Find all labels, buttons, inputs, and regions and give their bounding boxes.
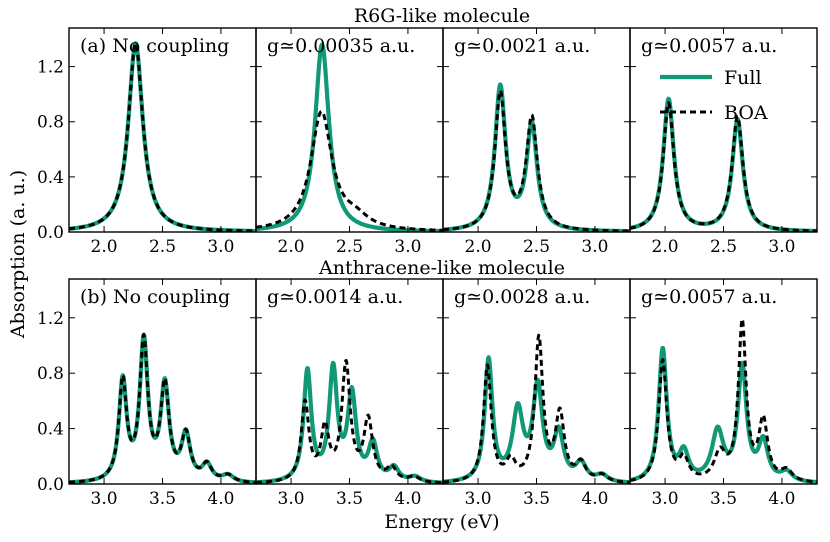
legend-boa-label: BOA xyxy=(724,102,768,124)
panel-r2-p3: 3.0 3.5 4.0 g≃0.0028 a.u. xyxy=(442,278,631,509)
x-tick-label: 2.0 xyxy=(278,237,305,257)
x-tick-label: 3.0 xyxy=(768,237,795,257)
y-tick-label: 0.0 xyxy=(37,475,64,495)
y-tick-label: 0.8 xyxy=(37,113,64,133)
x-tick-label: 2.0 xyxy=(465,237,492,257)
x-axis-label: Energy (eV) xyxy=(384,511,499,533)
series-boa-line xyxy=(630,317,817,484)
x-tick-label: 4.0 xyxy=(768,489,795,509)
series-full-line xyxy=(630,345,817,484)
x-tick-label: 3.0 xyxy=(278,489,305,509)
row-2-title: Anthracene-like molecule xyxy=(318,257,565,279)
x-tick-label: 4.0 xyxy=(581,489,608,509)
x-tick-label: 2.5 xyxy=(336,237,363,257)
panel-label: g≃0.0021 a.u. xyxy=(454,35,590,57)
panel-label: (a) No coupling xyxy=(80,35,229,57)
x-tick-label: 3.0 xyxy=(465,489,492,509)
x-tick-label: 3.5 xyxy=(149,489,176,509)
x-tick-label: 3.0 xyxy=(394,237,421,257)
panel-label: g≃0.0028 a.u. xyxy=(454,286,590,308)
y-tick-label: 0.0 xyxy=(37,223,64,243)
x-tick-label: 3.5 xyxy=(710,489,737,509)
x-tick-label: 3.0 xyxy=(91,489,118,509)
y-tick-label: 0.4 xyxy=(37,420,64,440)
panel-r1-p4: 2.0 2.5 3.0 g≃0.0057 a.u. xyxy=(629,27,818,257)
series-full-line xyxy=(69,332,256,484)
legend: Full BOA xyxy=(660,67,768,124)
y-tick-label: 1.2 xyxy=(37,58,64,78)
panel-r1-p2: 2.0 2.5 3.0 g≃0.00035 a.u. xyxy=(255,27,444,257)
panel-label: g≃0.00035 a.u. xyxy=(267,35,415,57)
series-boa-line xyxy=(443,333,630,484)
y-tick-label: 0.8 xyxy=(37,364,64,384)
y-tick-label: 0.4 xyxy=(37,168,64,188)
x-tick-label: 2.0 xyxy=(652,237,679,257)
series-boa-line xyxy=(443,89,630,232)
panel-r1-p1: 2.0 2.5 3.0 0.0 0.4 0.8 1.2 (a) No coupling xyxy=(37,27,257,257)
panel-r2-p2: 3.0 3.5 4.0 g≃0.0014 a.u. xyxy=(255,278,444,509)
series-boa-line xyxy=(256,359,443,484)
series-boa-line xyxy=(630,101,817,232)
x-tick-label: 2.5 xyxy=(523,237,550,257)
legend-full-label: Full xyxy=(724,67,762,89)
series-full-line xyxy=(69,41,256,232)
series-full-line xyxy=(256,42,443,232)
row-1-title: R6G-like molecule xyxy=(354,5,530,27)
panel-r2-p4: 3.0 3.5 4.0 g≃0.0057 a.u. xyxy=(629,278,818,509)
x-tick-label: 4.0 xyxy=(207,489,234,509)
panel-r2-p1: 3.0 3.5 4.0 0.0 0.4 0.8 1.2 (b) No coupling xyxy=(37,278,257,509)
y-tick-label: 1.2 xyxy=(37,309,64,329)
series-boa-line xyxy=(69,41,256,232)
panel-frame xyxy=(442,27,631,233)
x-tick-label: 3.0 xyxy=(581,237,608,257)
panel-label: g≃0.0014 a.u. xyxy=(267,286,403,308)
series-boa-line xyxy=(69,333,256,484)
y-axis-label: Absorption (a. u.) xyxy=(7,170,29,339)
x-tick-label: 3.0 xyxy=(652,489,679,509)
x-tick-label: 4.0 xyxy=(394,489,421,509)
panel-r1-p3: 2.0 2.5 3.0 g≃0.0021 a.u. xyxy=(442,27,631,257)
panel-frame xyxy=(68,27,257,233)
x-tick-label: 2.5 xyxy=(149,237,176,257)
panel-label: g≃0.0057 a.u. xyxy=(641,286,777,308)
x-tick-label: 3.5 xyxy=(336,489,363,509)
series-boa-line xyxy=(256,109,443,232)
x-tick-label: 2.0 xyxy=(91,237,118,257)
panel-label: (b) No coupling xyxy=(80,286,230,308)
panel-label: g≃0.0057 a.u. xyxy=(641,35,777,57)
x-tick-label: 3.5 xyxy=(523,489,550,509)
x-tick-label: 3.0 xyxy=(207,237,234,257)
x-tick-label: 2.5 xyxy=(710,237,737,257)
